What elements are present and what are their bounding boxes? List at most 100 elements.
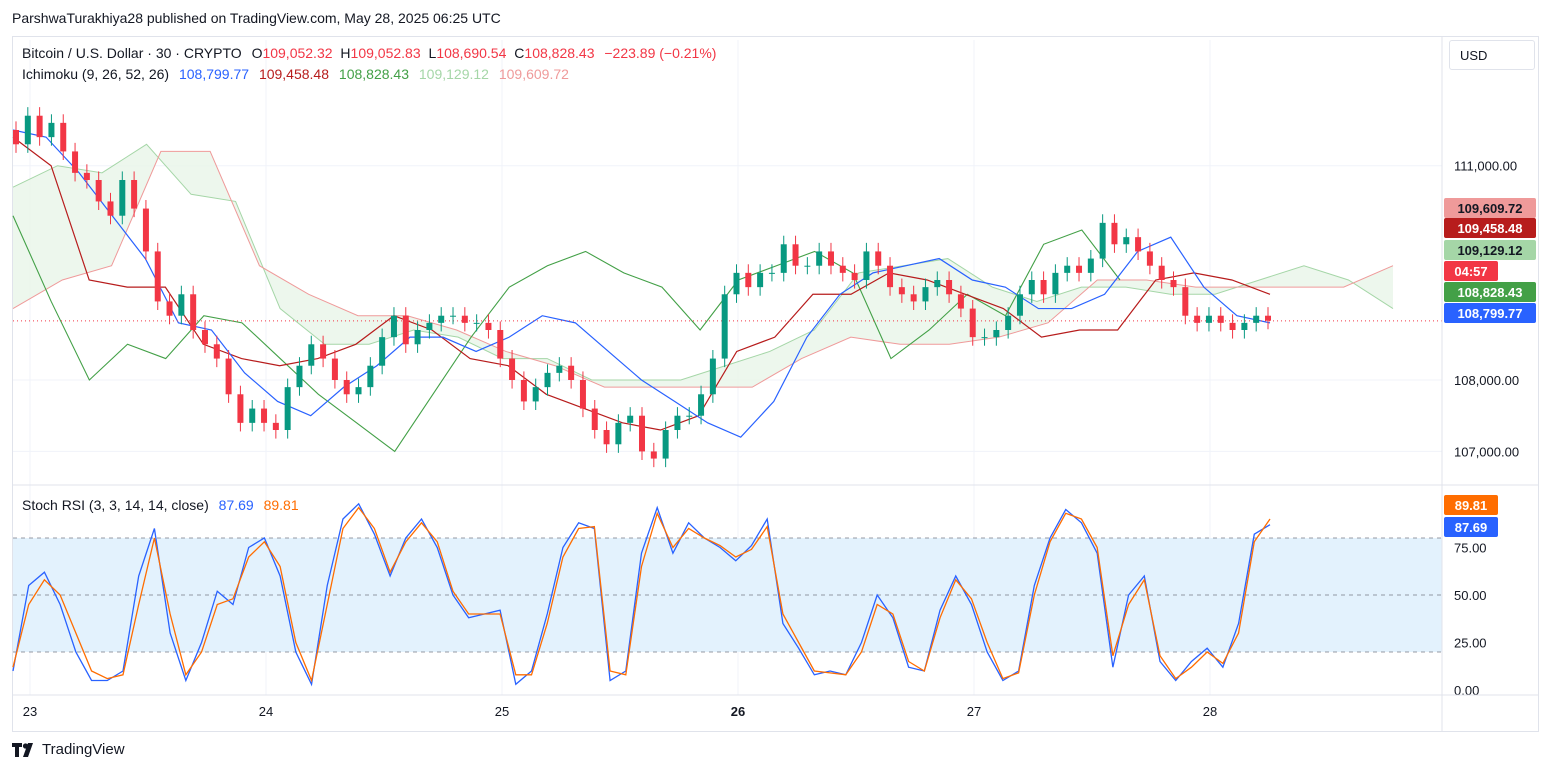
candle-body: [119, 180, 126, 216]
candle-body: [272, 422, 279, 430]
axes: 111,000.00 108,000.00 107,000.00 75.00 50.00…: [13, 37, 1538, 731]
candle-body: [379, 337, 386, 366]
price-tag: [1444, 218, 1536, 238]
price-tick-label: 107,000.00: [1454, 444, 1519, 459]
candle-body: [190, 294, 197, 330]
stoch-name: Stoch RSI (3, 3, 14, 14, close): [22, 497, 209, 513]
candle-body: [839, 265, 846, 273]
candle-body: [934, 280, 941, 288]
grid-lines: [13, 40, 1442, 695]
candle-body: [1253, 315, 1260, 323]
time-tick-label: 27: [967, 704, 981, 719]
time-tick-label: 25: [495, 704, 509, 719]
stoch-legend[interactable]: Stoch RSI (3, 3, 14, 14, close) 87.69 89…: [22, 497, 299, 513]
candle-body: [485, 322, 492, 330]
stoch-tag: [1444, 495, 1498, 515]
stoch-d-value: 89.81: [263, 497, 299, 513]
candle-body: [414, 330, 421, 345]
ichimoku-legend[interactable]: Ichimoku (9, 26, 52, 26) 108,799.77 109,…: [22, 66, 569, 82]
candle-body: [1205, 315, 1212, 323]
candle-body: [981, 337, 988, 339]
candle-body: [331, 358, 338, 380]
candle-body: [1016, 294, 1023, 316]
candle-body: [201, 330, 208, 345]
candle-body: [48, 122, 55, 138]
low-value: 108,690.54: [436, 45, 507, 61]
candle-body: [639, 415, 645, 452]
chikou-line: [12, 215, 1121, 453]
change-value: −223.89 (−0.21%): [604, 45, 717, 61]
low-label: L: [428, 45, 437, 61]
candle-body: [1217, 315, 1224, 323]
candle-body: [1064, 265, 1071, 273]
span-b-value: 109,609.72: [498, 66, 569, 82]
stoch-d-line: [12, 506, 1271, 683]
time-tick-label: 28: [1203, 704, 1217, 719]
candle-body: [60, 122, 67, 152]
candle-body: [1099, 222, 1106, 259]
candle-body: [308, 344, 315, 366]
candle-body: [898, 287, 905, 295]
candle-body: [851, 272, 858, 280]
candle-body: [615, 422, 622, 445]
cloud-fill: [13, 144, 1393, 388]
candle-body: [213, 344, 220, 359]
candle-body: [1170, 280, 1177, 288]
chikou-value: 108,828.43: [338, 66, 409, 82]
candle-body: [721, 294, 728, 359]
candle-body: [24, 115, 31, 145]
candle-body: [284, 387, 291, 430]
candle-body: [1123, 237, 1130, 245]
stoch-tag-label: 87.69: [1455, 520, 1488, 535]
price-tag-label: 109,129.12: [1457, 243, 1522, 258]
candle-body: [1111, 222, 1118, 245]
candle-body: [875, 251, 882, 266]
ichimoku-cloud: [13, 144, 1393, 388]
price-tag: [1444, 303, 1536, 323]
senkou-span-a-line: [12, 143, 1394, 381]
candle-body: [792, 244, 799, 266]
symbol-legend[interactable]: Bitcoin / U.S. Dollar · 30 · CRYPTO O109…: [22, 45, 716, 61]
candle-body: [1241, 322, 1248, 330]
candle-body: [804, 265, 811, 267]
candle-body: [863, 251, 870, 280]
candle-body: [1076, 265, 1083, 273]
price-tag: [1444, 198, 1536, 218]
time-tick-label: 26: [731, 704, 745, 719]
stoch-k-line: [12, 502, 1271, 687]
candle-body: [827, 251, 834, 266]
stoch-tick-label: 0.00: [1454, 683, 1479, 698]
price-tag-label: 108,799.77: [1457, 306, 1522, 321]
candle-body: [568, 365, 575, 380]
candle-body: [1265, 315, 1271, 321]
candle-body: [745, 272, 752, 288]
tradingview-logo[interactable]: TradingView: [12, 741, 125, 758]
candle-body: [343, 380, 350, 395]
countdown-tag: [1444, 261, 1498, 281]
candle-body: [390, 315, 397, 338]
price-tick-label: 108,000.00: [1454, 373, 1519, 388]
publish-attribution: ParshwaTurakhiya28 published on TradingV…: [12, 10, 501, 26]
candle-body: [450, 315, 457, 317]
candle-body: [969, 308, 976, 338]
stoch-tick-label: 75.00: [1454, 541, 1487, 556]
countdown-label: 04:57: [1454, 264, 1487, 279]
candle-body: [544, 372, 551, 388]
candle-body: [887, 265, 894, 288]
candle-body: [591, 408, 598, 430]
symbol-name: Bitcoin / U.S. Dollar · 30 · CRYPTO: [22, 45, 242, 61]
candle-body: [674, 415, 681, 430]
currency-button[interactable]: USD: [1449, 40, 1535, 70]
candle-body: [1040, 280, 1047, 295]
candle-body: [1052, 272, 1059, 295]
candle-body: [473, 322, 480, 324]
candle-body: [438, 315, 445, 323]
stoch-tick-label: 50.00: [1454, 588, 1487, 603]
candle-body: [603, 430, 610, 445]
candle-body: [142, 208, 149, 252]
stoch-tag-label: 89.81: [1455, 498, 1488, 513]
tenkan-value: 108,799.77: [178, 66, 250, 82]
high-label: H: [340, 45, 351, 61]
time-tick-label: 23: [23, 704, 37, 719]
